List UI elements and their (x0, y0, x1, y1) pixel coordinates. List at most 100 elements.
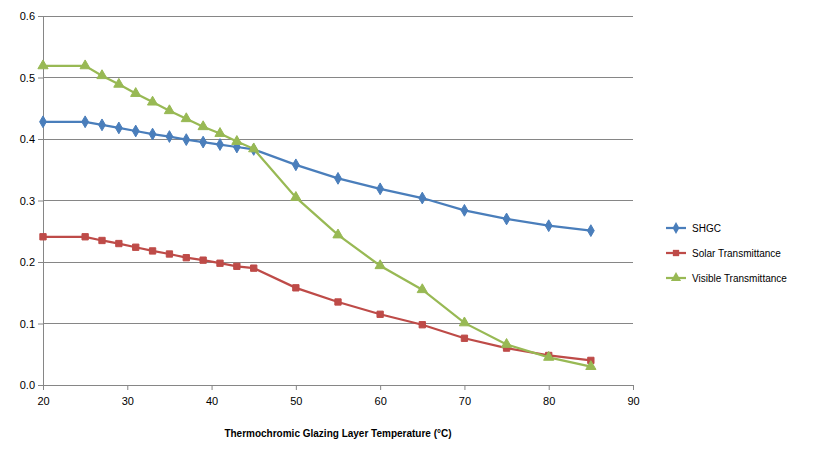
x-tick-label: 60 (375, 395, 387, 407)
series-marker (97, 70, 107, 79)
y-tick-mark (38, 78, 43, 79)
y-tick-label: 0.3 (20, 195, 35, 207)
series-marker (215, 128, 225, 137)
x-tick-mark (380, 385, 381, 390)
x-tick: 80 (543, 385, 555, 407)
x-tick-mark (127, 385, 128, 390)
series-marker (133, 244, 139, 250)
legend-label: Visible Transmittance (692, 273, 787, 284)
x-tick-mark (549, 385, 550, 390)
y-tick: 0.2 (20, 256, 43, 268)
y-tick: 0.3 (20, 195, 43, 207)
series-marker (82, 234, 88, 240)
series-marker (291, 192, 301, 201)
y-tick-label: 0.6 (20, 10, 35, 22)
legend-label: SHGC (692, 223, 721, 234)
x-tick-mark (43, 385, 44, 390)
x-tick: 20 (37, 385, 49, 407)
series-marker (149, 128, 156, 140)
series-marker (115, 122, 122, 134)
series-marker (99, 119, 106, 131)
x-tick-label: 80 (543, 395, 555, 407)
x-tick: 70 (459, 385, 471, 407)
series-marker (377, 311, 383, 317)
y-tick-mark (38, 16, 43, 17)
series-marker (335, 172, 342, 184)
series-marker (114, 78, 124, 87)
y-tick-label: 0.1 (20, 318, 35, 330)
y-tick-label: 0.5 (20, 72, 35, 84)
series-marker (217, 260, 223, 266)
series-marker (40, 116, 47, 128)
y-tick-mark (38, 324, 43, 325)
x-tick: 90 (627, 385, 639, 407)
x-tick: 40 (206, 385, 218, 407)
chart: 0.0 0.1 0.2 0.3 0.4 0.5 0.6 20 30 40 50 60 70 80 90 The… (0, 0, 821, 458)
grid-line (43, 323, 633, 324)
y-tick-mark (38, 201, 43, 202)
series-marker (200, 257, 206, 263)
y-tick: 0.4 (20, 133, 43, 145)
series-line (43, 122, 591, 231)
series-marker (232, 136, 242, 145)
series-marker (375, 260, 385, 269)
x-tick-label: 50 (290, 395, 302, 407)
series-marker (459, 317, 469, 326)
series-marker (183, 134, 190, 146)
y-axis-line (38, 17, 44, 386)
grid-line (43, 77, 633, 78)
x-axis: 20 30 40 50 60 70 80 90 (37, 385, 639, 407)
series-marker (166, 251, 172, 257)
y-tick-mark (38, 385, 43, 386)
grid-line (43, 200, 633, 201)
grid-line (43, 139, 633, 140)
series-marker (149, 248, 155, 254)
series-marker (587, 225, 594, 237)
series-marker (251, 265, 257, 271)
legend-marker (671, 272, 681, 281)
series-marker (200, 136, 207, 148)
y-tick-label: 0.4 (20, 133, 35, 145)
series-marker (586, 361, 596, 370)
legend-label: Solar Transmittance (692, 248, 781, 259)
series-marker (116, 240, 122, 246)
y-tick-mark (38, 262, 43, 263)
legend-item: Solar Transmittance (666, 248, 781, 259)
legend: SHGC Solar Transmittance Visible Transmitt… (666, 222, 787, 283)
series-line (43, 66, 591, 367)
series-marker (198, 121, 208, 130)
series-marker (82, 116, 89, 128)
x-axis-title: Thermochromic Glazing Layer Temperature … (224, 428, 451, 439)
series-marker (377, 183, 384, 195)
series-marker (335, 299, 341, 305)
legend-item: Visible Transmittance (666, 272, 787, 283)
series-marker (217, 139, 224, 151)
series-marker (166, 131, 173, 143)
y-tick-label: 0.0 (20, 379, 35, 391)
series-marker (164, 105, 174, 114)
grid-line (43, 262, 633, 263)
series-marker (38, 60, 48, 69)
series-marker (417, 284, 427, 293)
y-tick-mark (38, 139, 43, 140)
x-tick-mark (296, 385, 297, 390)
series-marker (292, 159, 299, 171)
series-marker (503, 213, 510, 225)
series-marker (333, 229, 343, 238)
y-tick: 0.5 (20, 72, 43, 84)
series-marker (147, 96, 157, 105)
grid (43, 16, 633, 385)
x-tick: 30 (122, 385, 134, 407)
series-marker (461, 204, 468, 216)
series-line (43, 237, 591, 361)
y-tick: 0.1 (20, 318, 43, 330)
series-marker (544, 351, 554, 360)
plot-area (38, 60, 596, 370)
series-marker (40, 234, 46, 240)
x-tick-mark (212, 385, 213, 390)
y-tick: 0.0 (20, 379, 43, 391)
series-marker (545, 220, 552, 232)
series-marker (131, 88, 141, 97)
x-tick-label: 30 (122, 395, 134, 407)
series-marker (99, 237, 105, 243)
